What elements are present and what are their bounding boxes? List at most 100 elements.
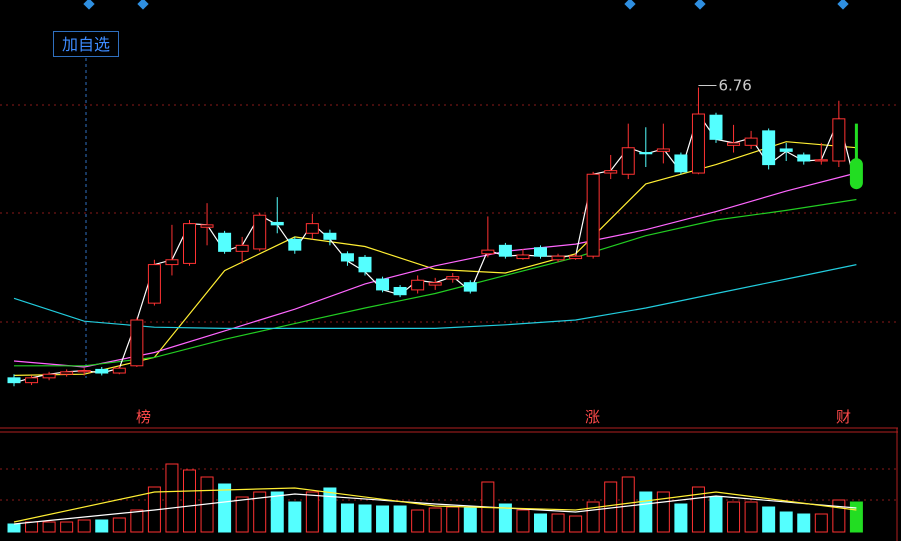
volume-bar: [77, 519, 91, 533]
candle-body: [358, 256, 372, 273]
volume-bar: [709, 496, 723, 533]
candle-body: [779, 148, 793, 152]
event-label: 财: [836, 408, 852, 426]
candle-body: [393, 286, 407, 296]
volume-bar: [130, 509, 144, 533]
volume-bar: [797, 513, 811, 533]
candle-body: [586, 173, 600, 257]
volume-bar: [569, 515, 583, 533]
volume-bar: [762, 506, 776, 533]
candle-body: [305, 223, 319, 234]
candle-body: [25, 377, 39, 384]
volume-bar: [42, 521, 56, 533]
volume-bar: [534, 513, 547, 533]
candle-body: [323, 232, 337, 240]
candle-body: [218, 232, 232, 252]
volume-bar: [498, 503, 512, 533]
volume-bar: [183, 469, 196, 533]
candle-body: [762, 130, 776, 166]
volume-bar: [218, 483, 232, 533]
ma-line: [13, 172, 857, 368]
high-label: 6.76: [718, 77, 751, 95]
candle-body: [270, 221, 284, 226]
volume-bar: [639, 491, 653, 533]
candle-body: [200, 224, 214, 228]
volume-bar: [674, 503, 688, 533]
candle-body: [411, 279, 425, 291]
candle-body: [656, 148, 670, 152]
volume-bar: [323, 487, 337, 533]
volume-bar: [586, 501, 600, 533]
volume-bar: [744, 501, 758, 533]
add-watchlist-button[interactable]: 加自选: [53, 31, 119, 57]
candle-body: [551, 255, 565, 261]
volume-bar: [340, 503, 354, 533]
candle-body: [727, 142, 741, 146]
volume-bar: [288, 501, 302, 533]
candle-body: [621, 147, 635, 175]
volume-ma-line: [13, 493, 857, 525]
candle-body: [498, 244, 512, 257]
candle-body: [814, 159, 828, 162]
volume-bar: [305, 491, 319, 533]
candle-body: [481, 249, 495, 255]
candle-body: [674, 154, 688, 173]
candle-body: [253, 214, 267, 250]
volume-bar: [621, 476, 635, 533]
candle-body: [112, 367, 126, 374]
candle-body: [604, 170, 618, 174]
candle-body: [165, 259, 179, 266]
candle-body: [463, 282, 477, 292]
volume-bar: [165, 463, 179, 533]
volume-bar: [428, 507, 442, 533]
volume-bar: [7, 523, 21, 533]
volume-bar: [411, 509, 425, 533]
volume-bar: [112, 517, 126, 533]
candle-body: [516, 254, 530, 260]
candle-body: [446, 276, 460, 280]
volume-ma-line: [13, 487, 857, 523]
candle-body: [183, 223, 196, 264]
candle-body: [376, 278, 390, 291]
event-label: 榜: [136, 408, 152, 426]
volume-bar: [95, 519, 109, 533]
volume-bar: [727, 501, 741, 533]
frame: [0, 58, 898, 541]
candle-body: [95, 368, 109, 374]
candle-body: [77, 370, 91, 373]
volume-bar: [60, 521, 74, 533]
volume-bar: [832, 499, 846, 533]
candle-body: [639, 152, 653, 155]
candle-body: [832, 118, 846, 162]
volume-bar: [516, 509, 530, 533]
candle-body: [235, 244, 249, 252]
candle-body: [691, 113, 705, 174]
candle-body: [428, 282, 442, 286]
event-label: 涨: [585, 408, 601, 426]
volume-bar: [376, 505, 390, 533]
candle-body: [42, 373, 56, 379]
volume-bar: [270, 491, 284, 533]
volume-bar: [235, 496, 249, 533]
candle-body: [797, 154, 811, 162]
volume-bar: [253, 491, 267, 533]
volume-bar: [463, 507, 477, 533]
volume-bar: [849, 501, 863, 533]
candle-body: [569, 255, 583, 260]
candle-body: [849, 158, 863, 190]
candle-body: [709, 114, 723, 140]
volume-bar: [779, 511, 793, 533]
candle-body: [7, 377, 21, 384]
volume-bar: [25, 521, 39, 533]
volume-bar: [446, 506, 460, 533]
candle-body: [744, 137, 758, 146]
candle-body: [340, 253, 354, 262]
candle-body: [147, 264, 161, 304]
candle-body: [60, 371, 74, 375]
candle-body: [288, 238, 302, 251]
ma-line: [14, 198, 857, 367]
markers: [83, 0, 849, 10]
volume-bar: [393, 505, 407, 533]
